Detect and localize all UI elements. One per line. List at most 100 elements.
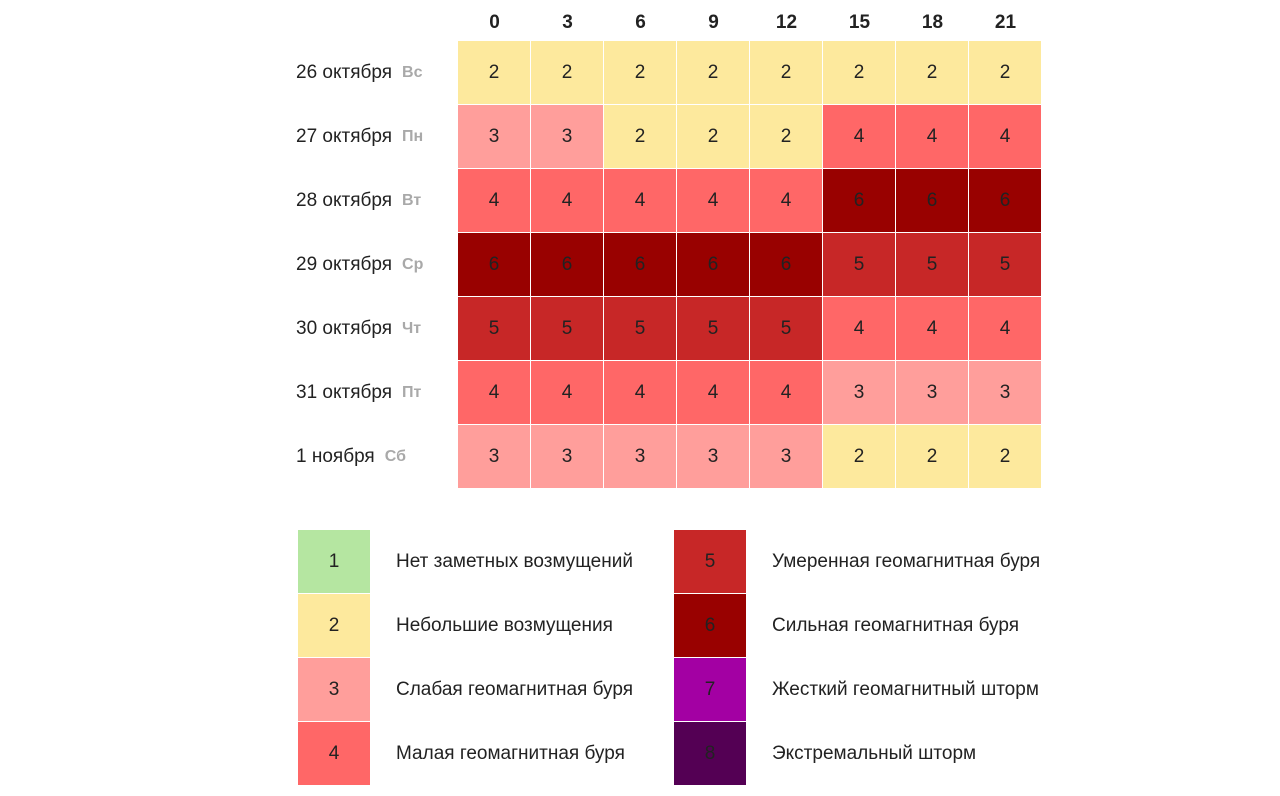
heatmap-cell: 3 <box>604 425 676 488</box>
date-text: 26 октября <box>296 62 393 83</box>
heatmap-cell: 2 <box>823 425 895 488</box>
weekday-text: Вт <box>402 192 422 209</box>
hour-label: 3 <box>562 12 573 33</box>
hour-label: 0 <box>489 12 500 33</box>
heatmap-cell: 3 <box>823 361 895 424</box>
legend-label: Экстремальный шторм <box>772 743 977 764</box>
heatmap-cell: 2 <box>750 105 822 168</box>
legend-label: Нет заметных возмущений <box>396 551 633 572</box>
weekday-text: Сб <box>384 448 406 465</box>
date-text: 31 октября <box>296 382 393 403</box>
heatmap-cell: 4 <box>458 361 530 424</box>
heatmap-cell: 2 <box>677 105 749 168</box>
legend-swatch: 7 <box>674 658 746 721</box>
day-label: 31 октября Пт <box>296 361 458 425</box>
legend-item: 4 Малая геомагнитная буря <box>298 722 674 786</box>
heatmap-cell: 3 <box>458 425 530 488</box>
day-label: 27 октября Пн <box>296 105 458 169</box>
heatmap-cell: 3 <box>531 425 603 488</box>
day-label: 29 октября Ср <box>296 233 458 297</box>
legend-item: 6 Сильная геомагнитная буря <box>674 594 1050 658</box>
hour-header-row: 0 3 6 9 12 15 18 21 <box>458 10 1042 36</box>
legend-item: 3 Слабая геомагнитная буря <box>298 658 674 722</box>
weekday-text: Пт <box>402 384 422 401</box>
heatmap-cell: 6 <box>896 169 968 232</box>
kp-heatmap-grid: 26 октября Вс 2 2 2 2 2 2 2 2 27 октября Пн 3 3 2 2 2 4 4 4… <box>296 41 1042 489</box>
heatmap-cell: 5 <box>896 233 968 296</box>
heatmap-cell: 3 <box>969 361 1041 424</box>
heatmap-cell: 4 <box>531 361 603 424</box>
legend-swatch: 8 <box>674 722 746 785</box>
date-text: 27 октября <box>296 126 393 147</box>
hour-label: 12 <box>775 12 798 33</box>
legend-label: Слабая геомагнитная буря <box>396 679 633 700</box>
heatmap-cell: 6 <box>823 169 895 232</box>
heatmap-cell: 4 <box>458 169 530 232</box>
hour-label: 9 <box>708 12 719 33</box>
hour-label: 6 <box>635 12 646 33</box>
heatmap-cell: 6 <box>677 233 749 296</box>
date-text: 1 ноября <box>296 446 375 467</box>
heatmap-cell: 4 <box>750 169 822 232</box>
legend-label: Сильная геомагнитная буря <box>772 615 1019 636</box>
legend-column-left: 1 Нет заметных возмущений 2 Небольшие возму… <box>298 530 674 786</box>
legend-item: 7 Жесткий геомагнитный шторм <box>674 658 1050 722</box>
legend-label: Небольшие возмущения <box>396 615 613 636</box>
heatmap-row: 30 октября Чт 5 5 5 5 5 4 4 4 <box>296 297 1042 361</box>
heatmap-cell: 2 <box>896 41 968 104</box>
heatmap-cell: 5 <box>823 233 895 296</box>
heatmap-cell: 5 <box>604 297 676 360</box>
kp-legend: 1 Нет заметных возмущений 2 Небольшие возму… <box>298 530 1050 786</box>
legend-swatch: 6 <box>674 594 746 657</box>
hour-label: 15 <box>848 12 871 33</box>
date-text: 30 октября <box>296 318 393 339</box>
heatmap-cell: 5 <box>677 297 749 360</box>
heatmap-cell: 6 <box>604 233 676 296</box>
heatmap-row: 1 ноября Сб 3 3 3 3 3 2 2 2 <box>296 425 1042 489</box>
heatmap-cell: 3 <box>750 425 822 488</box>
legend-swatch: 5 <box>674 530 746 593</box>
legend-item: 1 Нет заметных возмущений <box>298 530 674 594</box>
heatmap-row: 26 октября Вс 2 2 2 2 2 2 2 2 <box>296 41 1042 105</box>
hour-label: 18 <box>921 12 944 33</box>
day-label: 26 октября Вс <box>296 41 458 105</box>
heatmap-cell: 6 <box>750 233 822 296</box>
heatmap-cell: 4 <box>896 297 968 360</box>
heatmap-cell: 6 <box>531 233 603 296</box>
heatmap-cell: 5 <box>969 233 1041 296</box>
heatmap-cell: 3 <box>531 105 603 168</box>
heatmap-cell: 2 <box>969 425 1041 488</box>
heatmap-row: 31 октября Пт 4 4 4 4 4 3 3 3 <box>296 361 1042 425</box>
heatmap-cell: 4 <box>969 105 1041 168</box>
heatmap-cell: 4 <box>896 105 968 168</box>
legend-swatch: 4 <box>298 722 370 785</box>
heatmap-cell: 2 <box>604 105 676 168</box>
legend-item: 8 Экстремальный шторм <box>674 722 1050 786</box>
hour-label: 21 <box>994 12 1017 33</box>
date-text: 29 октября <box>296 254 393 275</box>
heatmap-row: 27 октября Пн 3 3 2 2 2 4 4 4 <box>296 105 1042 169</box>
legend-item: 5 Умеренная геомагнитная буря <box>674 530 1050 594</box>
heatmap-cell: 3 <box>896 361 968 424</box>
day-label: 28 октября Вт <box>296 169 458 233</box>
legend-label: Умеренная геомагнитная буря <box>772 551 1041 572</box>
legend-column-right: 5 Умеренная геомагнитная буря 6 Сильная гео… <box>674 530 1050 786</box>
heatmap-cell: 2 <box>969 41 1041 104</box>
heatmap-cell: 2 <box>896 425 968 488</box>
legend-swatch: 3 <box>298 658 370 721</box>
heatmap-cell: 6 <box>458 233 530 296</box>
day-label: 30 октября Чт <box>296 297 458 361</box>
heatmap-cell: 4 <box>823 105 895 168</box>
heatmap-cell: 4 <box>604 169 676 232</box>
weekday-text: Пн <box>402 128 424 145</box>
heatmap-cell: 6 <box>969 169 1041 232</box>
heatmap-cell: 2 <box>604 41 676 104</box>
date-text: 28 октября <box>296 190 393 211</box>
heatmap-cell: 5 <box>750 297 822 360</box>
heatmap-cell: 4 <box>969 297 1041 360</box>
heatmap-cell: 4 <box>604 361 676 424</box>
legend-swatch: 1 <box>298 530 370 593</box>
heatmap-cell: 4 <box>677 169 749 232</box>
heatmap-cell: 5 <box>531 297 603 360</box>
heatmap-row: 28 октября Вт 4 4 4 4 4 6 6 6 <box>296 169 1042 233</box>
